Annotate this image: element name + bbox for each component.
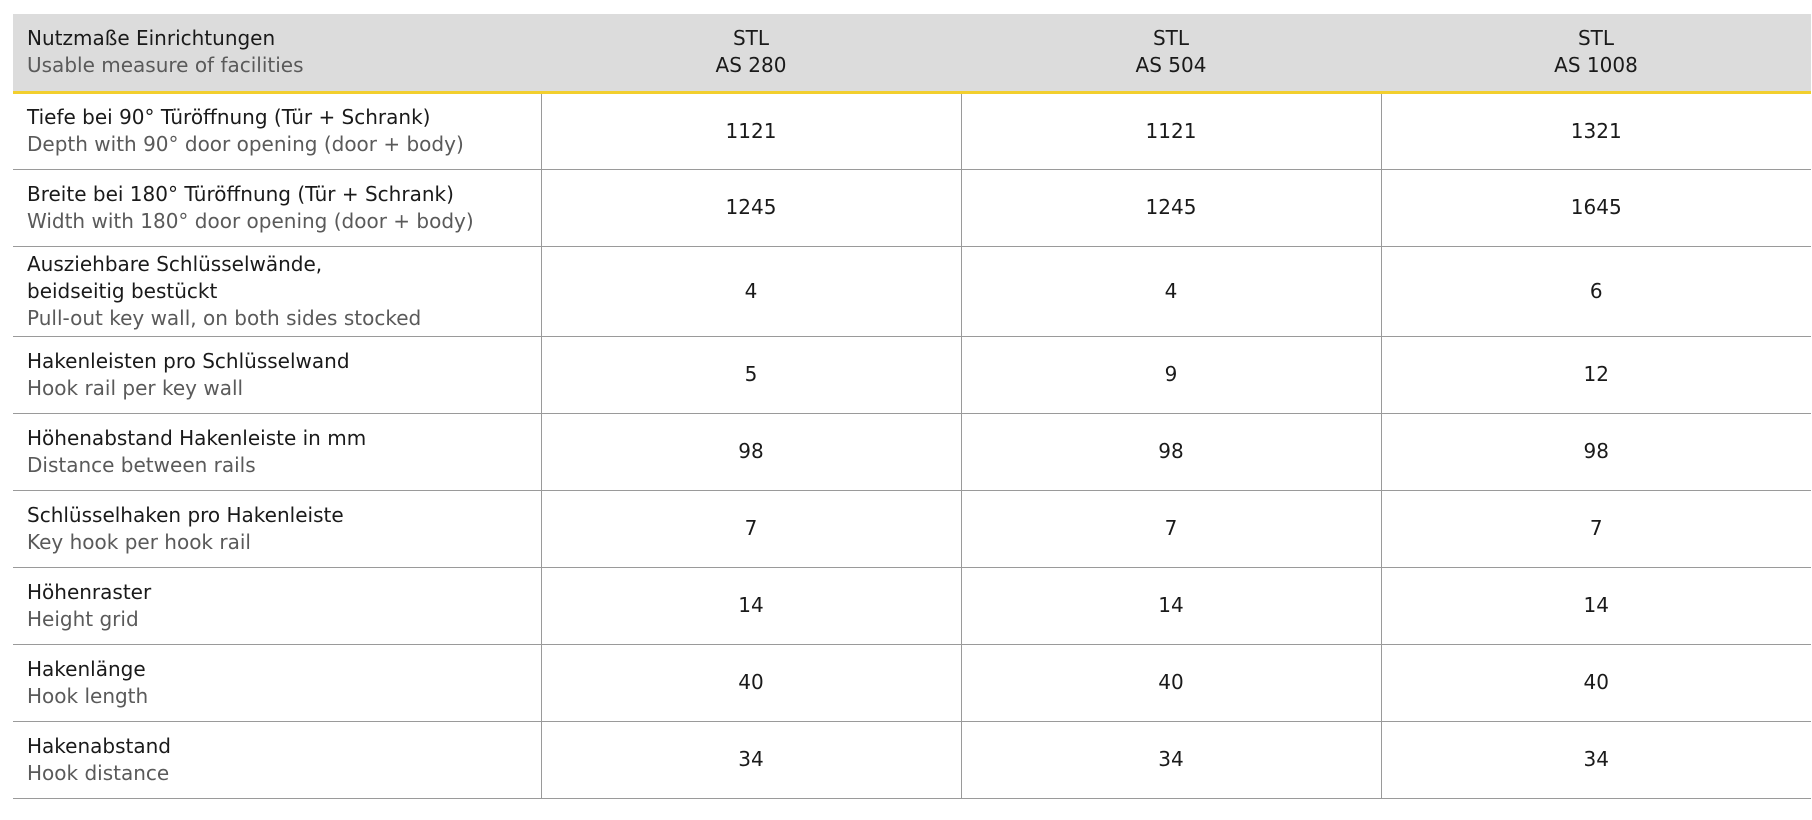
row-label-cell: Breite bei 180° Türöffnung (Tür + Schran… bbox=[13, 169, 542, 247]
row-label-de: Hakenabstand bbox=[27, 733, 171, 758]
table-row: Tiefe bei 90° Türöffnung (Tür + Schrank)… bbox=[13, 92, 1811, 170]
table-body: Tiefe bei 90° Türöffnung (Tür + Schrank)… bbox=[13, 92, 1811, 799]
value-cell: 7 bbox=[541, 490, 962, 568]
row-label-de: Höhenraster bbox=[27, 579, 152, 604]
row-label-en: Height grid bbox=[27, 606, 139, 631]
row-label-en: Key hook per hook rail bbox=[27, 529, 251, 554]
row-label-en: Depth with 90° door opening (door + body… bbox=[27, 132, 464, 156]
header-model-as504: STL AS 504 bbox=[961, 14, 1381, 94]
row-label-cell: Höhenabstand Hakenleiste in mm Distance b… bbox=[13, 413, 542, 491]
value-cell: 40 bbox=[541, 644, 962, 722]
usable-measures-table: Nutzmaße Einrichtungen Usable measure of… bbox=[13, 14, 1811, 799]
row-label-cell: Hakenlänge Hook length bbox=[13, 644, 542, 722]
row-label-de: Höhenabstand Hakenleiste in mm bbox=[27, 425, 367, 450]
value-cell: 1121 bbox=[541, 92, 962, 170]
value-cell: 98 bbox=[961, 413, 1382, 491]
table-row: Höhenabstand Hakenleiste in mm Distance b… bbox=[13, 413, 1811, 491]
row-label-en: Width with 180° door opening (door + bod… bbox=[27, 208, 474, 233]
header-model-as1008: STL AS 1008 bbox=[1381, 14, 1811, 94]
table-row: Hakenleisten pro Schlüsselwand Hook rail … bbox=[13, 336, 1811, 414]
header-row: Nutzmaße Einrichtungen Usable measure of… bbox=[13, 14, 1811, 94]
value-cell: 1321 bbox=[1381, 92, 1811, 170]
header-label-en: Usable measure of facilities bbox=[27, 53, 304, 78]
row-label-de: Hakenlänge bbox=[27, 656, 146, 681]
row-label-en: Distance between rails bbox=[27, 452, 256, 477]
row-label-en: Hook distance bbox=[27, 760, 170, 785]
table-row: Breite bei 180° Türöffnung (Tür + Schran… bbox=[13, 169, 1811, 247]
value-cell: 1121 bbox=[961, 92, 1382, 170]
value-cell: 34 bbox=[1381, 721, 1811, 799]
value-cell: 98 bbox=[1381, 413, 1811, 491]
value-cell: 7 bbox=[1381, 490, 1811, 568]
row-label-en: Pull-out key wall, on both sides stocked bbox=[27, 305, 422, 330]
value-cell: 1245 bbox=[961, 169, 1382, 247]
value-cell: 14 bbox=[1381, 567, 1811, 645]
value-cell: 12 bbox=[1381, 336, 1811, 414]
header-model-as280: STL AS 280 bbox=[541, 14, 961, 94]
specs-table-wrapper: Nutzmaße Einrichtungen Usable measure of… bbox=[13, 14, 1811, 799]
row-label-cell: Höhenraster Height grid bbox=[13, 567, 542, 645]
row-label-cell: Schlüsselhaken pro Hakenleiste Key hook p… bbox=[13, 490, 542, 568]
value-cell: 14 bbox=[541, 567, 962, 645]
table-row: Schlüsselhaken pro Hakenleiste Key hook p… bbox=[13, 490, 1811, 568]
row-label-de: Ausziehbare Schlüsselwände, bbox=[27, 251, 323, 276]
table-row: Höhenraster Height grid 14 14 14 bbox=[13, 567, 1811, 645]
value-cell: 98 bbox=[541, 413, 962, 491]
header-label-cell: Nutzmaße Einrichtungen Usable measure of… bbox=[13, 14, 541, 94]
value-cell: 5 bbox=[541, 336, 962, 414]
value-cell: 40 bbox=[1381, 644, 1811, 722]
value-cell: 1245 bbox=[541, 169, 962, 247]
row-label-cell: Hakenleisten pro Schlüsselwand Hook rail … bbox=[13, 336, 542, 414]
row-label-de: Schlüsselhaken pro Hakenleiste bbox=[27, 502, 344, 527]
row-label-cell: Hakenabstand Hook distance bbox=[13, 721, 542, 799]
table-header: Nutzmaße Einrichtungen Usable measure of… bbox=[13, 14, 1811, 94]
model-name: AS 1008 bbox=[1554, 53, 1638, 78]
value-cell: 4 bbox=[961, 246, 1382, 337]
value-cell: 4 bbox=[541, 246, 962, 337]
value-cell: 7 bbox=[961, 490, 1382, 568]
value-cell: 34 bbox=[541, 721, 962, 799]
model-series: STL bbox=[1577, 26, 1615, 51]
model-series: STL bbox=[1152, 26, 1190, 51]
model-name: AS 504 bbox=[1135, 53, 1207, 78]
row-label-de: beidseitig bestückt bbox=[27, 278, 218, 303]
table-row: Hakenlänge Hook length 40 40 40 bbox=[13, 644, 1811, 722]
value-cell: 6 bbox=[1381, 246, 1811, 337]
row-label-cell: Ausziehbare Schlüsselwände, beidseitig be… bbox=[13, 246, 542, 337]
row-label-de: Hakenleisten pro Schlüsselwand bbox=[27, 348, 350, 373]
table-row: Ausziehbare Schlüsselwände, beidseitig be… bbox=[13, 246, 1811, 337]
table-row: Hakenabstand Hook distance 34 34 34 bbox=[13, 721, 1811, 799]
row-label-cell: Tiefe bei 90° Türöffnung (Tür + Schrank)… bbox=[13, 92, 542, 170]
row-label-en: Hook rail per key wall bbox=[27, 375, 244, 400]
row-label-de: Tiefe bei 90° Türöffnung (Tür + Schrank) bbox=[27, 105, 431, 129]
header-label-de: Nutzmaße Einrichtungen bbox=[27, 26, 276, 51]
value-cell: 34 bbox=[961, 721, 1382, 799]
model-series: STL bbox=[732, 26, 770, 51]
row-label-en: Hook length bbox=[27, 683, 149, 708]
value-cell: 14 bbox=[961, 567, 1382, 645]
value-cell: 40 bbox=[961, 644, 1382, 722]
row-label-de: Breite bei 180° Türöffnung (Tür + Schran… bbox=[27, 181, 454, 206]
value-cell: 9 bbox=[961, 336, 1382, 414]
model-name: AS 280 bbox=[715, 53, 787, 78]
value-cell: 1645 bbox=[1381, 169, 1811, 247]
